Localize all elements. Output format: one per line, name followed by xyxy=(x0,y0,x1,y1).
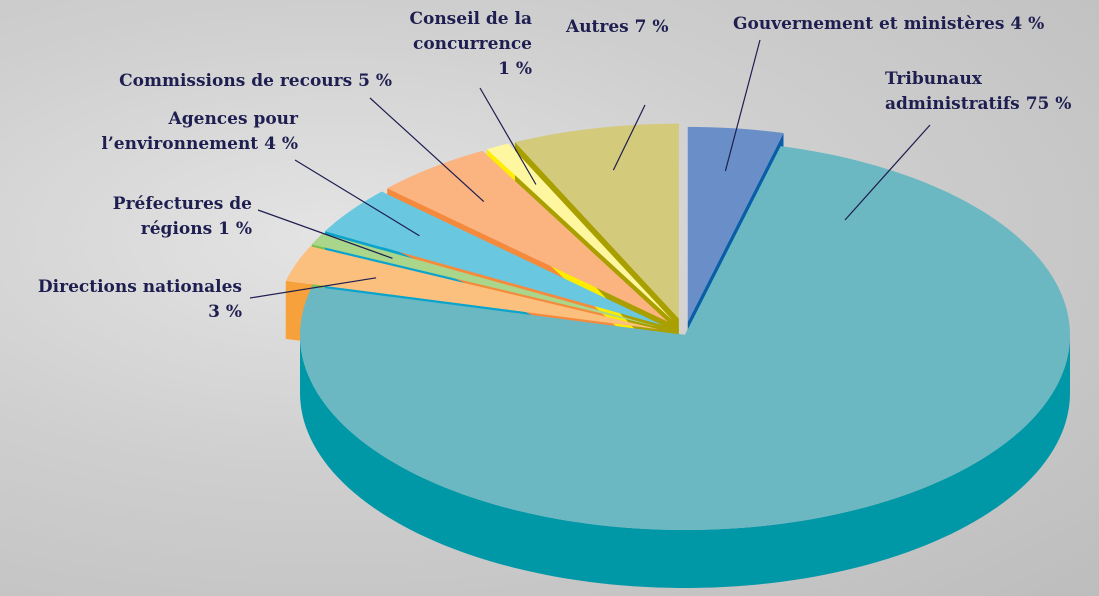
category-name: Gouvernement et ministères xyxy=(733,14,1005,34)
leader-line xyxy=(294,159,420,237)
slice xyxy=(514,123,679,319)
category-name: Tribunaux administratifs xyxy=(885,69,1020,114)
slice xyxy=(387,150,668,322)
slice xyxy=(300,146,1070,530)
leader-line xyxy=(612,104,646,171)
slice-label: Agences pour l’environnement 4 % xyxy=(90,107,298,157)
leader-line xyxy=(257,209,393,259)
category-name: Directions nationales xyxy=(37,277,242,297)
slice-label: Conseil de la concurrence 1 % xyxy=(380,7,532,82)
slice xyxy=(311,233,661,328)
category-name: Conseil de la concurrence xyxy=(409,9,532,54)
slice-label: Tribunaux administratifs 75 % xyxy=(885,67,1099,117)
value-label: 1 % xyxy=(498,59,532,79)
slice xyxy=(687,126,784,322)
slice-label: Gouvernement et ministères 4 % xyxy=(733,12,1099,37)
leader-line xyxy=(369,97,485,202)
slice-label: Autres 7 % xyxy=(566,15,706,40)
leader-lines xyxy=(249,39,931,299)
slice-label: Préfectures de régions 1 % xyxy=(60,192,252,242)
slice-label: Directions nationales 3 % xyxy=(0,275,242,325)
leader-line xyxy=(249,277,377,299)
category-name: Commissions de recours xyxy=(119,71,353,91)
category-name: Autres xyxy=(566,17,629,37)
value-label: 5 % xyxy=(358,71,392,91)
value-label: 1 % xyxy=(218,219,252,239)
value-label: 75 % xyxy=(1025,94,1072,114)
value-label: 4 % xyxy=(264,134,298,154)
slice-side xyxy=(300,335,1070,588)
value-label: 3 % xyxy=(208,302,242,322)
slice-label: Commissions de recours 5 % xyxy=(40,69,392,94)
slice xyxy=(324,191,663,326)
value-label: 4 % xyxy=(1010,14,1045,34)
value-label: 7 % xyxy=(634,17,669,37)
category-name: Agences pour l’environnement xyxy=(101,109,298,154)
leader-line xyxy=(724,39,761,172)
slice xyxy=(486,143,673,321)
leader-line xyxy=(844,124,931,221)
category-name: Préfectures de régions xyxy=(112,194,252,239)
slice xyxy=(285,246,659,330)
slice-tops xyxy=(285,123,1070,530)
leader-line xyxy=(479,87,537,185)
